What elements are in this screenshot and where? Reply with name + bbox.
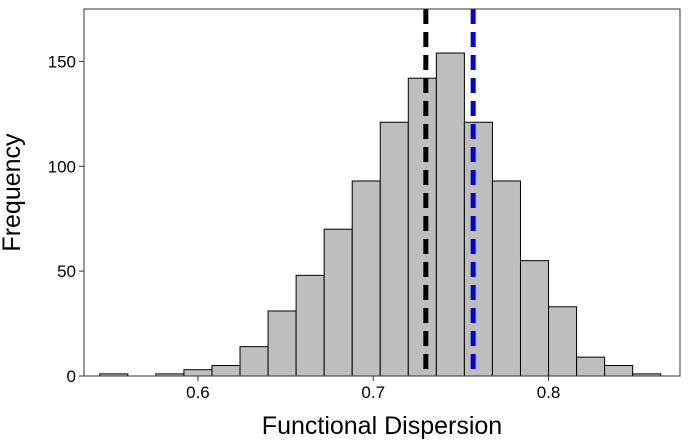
histogram-bar bbox=[435, 52, 465, 377]
x-axis-ticks: 0.6 0.7 0.8 bbox=[186, 376, 560, 402]
histogram-bar bbox=[295, 274, 325, 377]
histogram-bar bbox=[351, 180, 381, 377]
x-tick-label: 0.7 bbox=[361, 383, 385, 402]
histogram-bar bbox=[548, 306, 578, 377]
y-tick-label: 100 bbox=[48, 157, 76, 176]
y-axis-title: Frequency bbox=[0, 133, 26, 252]
y-tick-label: 0 bbox=[67, 367, 76, 386]
histogram-bar bbox=[463, 121, 493, 377]
y-tick-label: 150 bbox=[48, 52, 76, 71]
x-tick-label: 0.6 bbox=[186, 383, 210, 402]
y-axis-ticks: 0 50 100 150 bbox=[48, 52, 84, 386]
x-axis-title: Functional Dispersion bbox=[262, 412, 502, 440]
histogram-bar bbox=[267, 310, 297, 377]
histogram-bar bbox=[576, 356, 606, 377]
plot-panel-border bbox=[83, 8, 681, 377]
y-tick-label: 50 bbox=[57, 262, 76, 281]
histogram-bar bbox=[183, 369, 213, 377]
reference-lines bbox=[423, 9, 476, 376]
histogram-bar bbox=[239, 346, 269, 377]
x-tick-label: 0.8 bbox=[537, 383, 561, 402]
histogram-bar bbox=[519, 260, 550, 377]
histogram-bar bbox=[491, 180, 521, 377]
histogram-bar bbox=[211, 365, 241, 377]
histogram-bars bbox=[99, 52, 662, 377]
histogram-bar bbox=[323, 228, 353, 377]
histogram-bar bbox=[604, 365, 634, 377]
histogram-bar bbox=[407, 77, 437, 377]
histogram-bar bbox=[379, 121, 409, 377]
